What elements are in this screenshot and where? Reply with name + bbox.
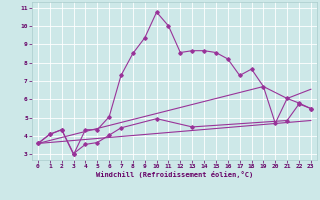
X-axis label: Windchill (Refroidissement éolien,°C): Windchill (Refroidissement éolien,°C) (96, 171, 253, 178)
